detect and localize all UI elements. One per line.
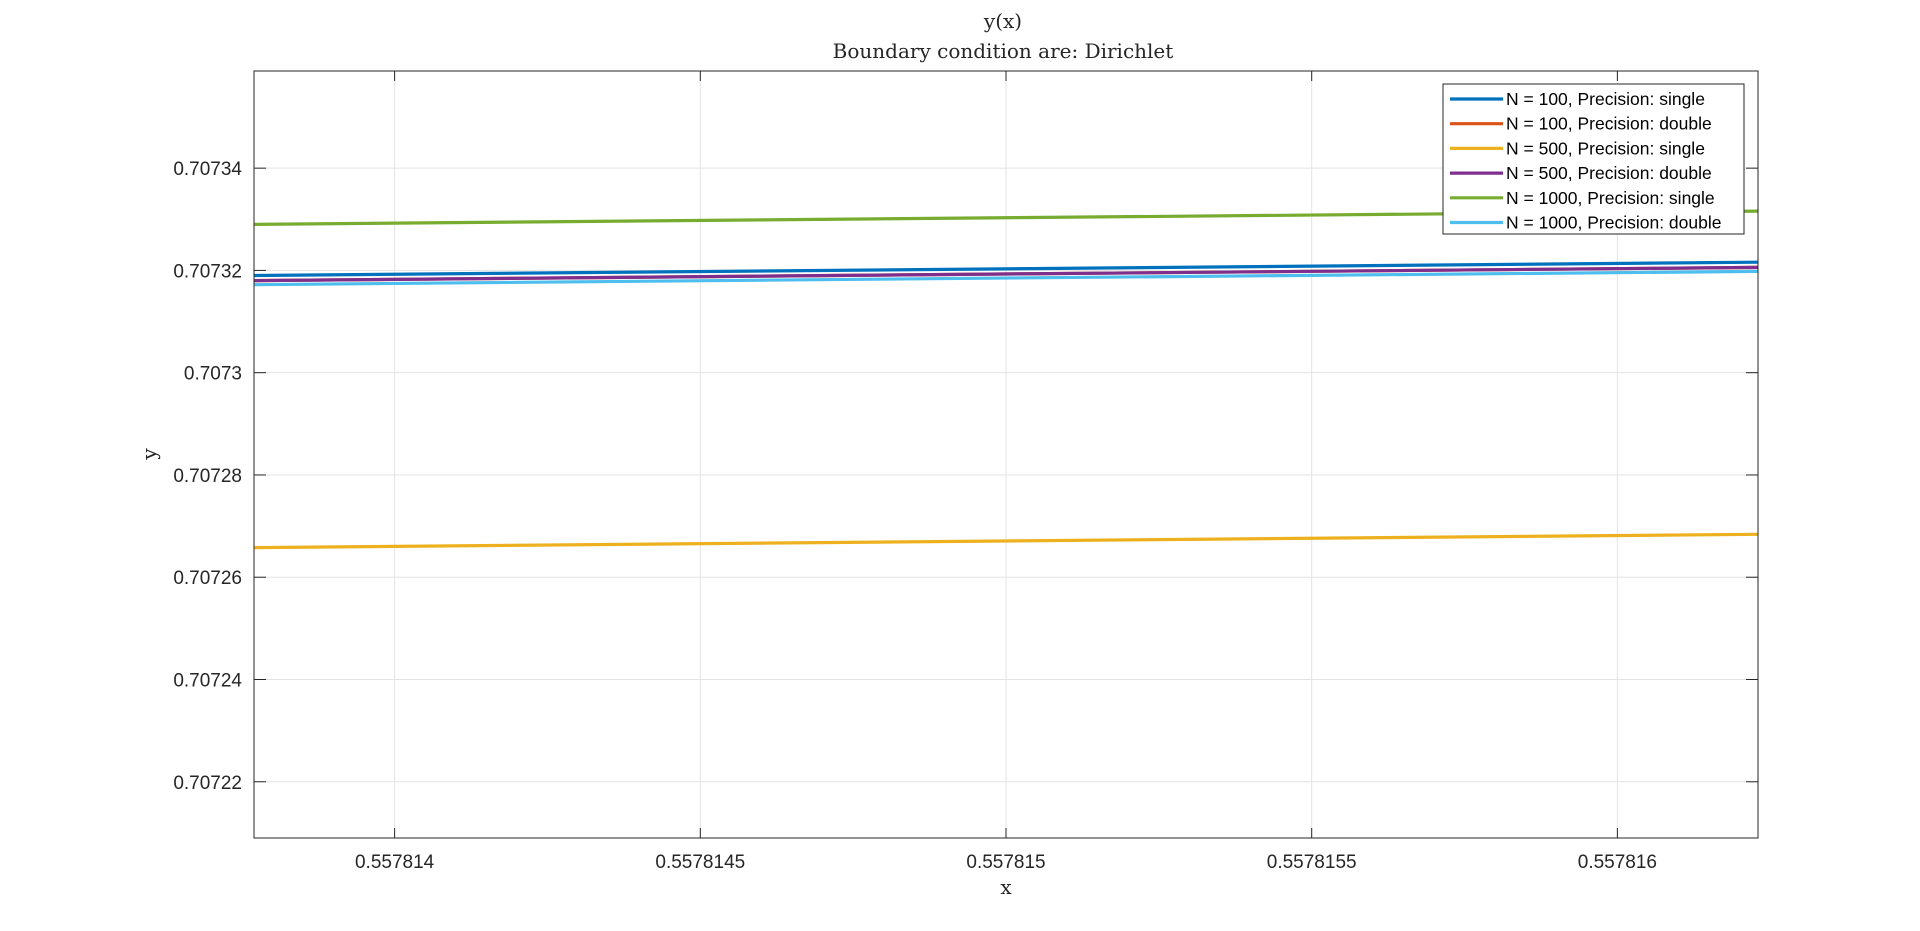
y-tick-labels: 0.70722 0.70724 0.70726 0.70728 0.7073 0.7073…: [173, 159, 242, 794]
x-tick-label: 0.557816: [1578, 852, 1657, 873]
y-tick-label: 0.70728: [173, 466, 242, 487]
legend-entry-label: N = 1000, Precision: single: [1506, 188, 1715, 208]
series-line-3: [253, 532, 1759, 550]
series-line-1: [253, 260, 1759, 278]
x-tick-label: 0.5578145: [655, 852, 745, 873]
y-tick-label: 0.70734: [173, 159, 242, 180]
legend-entry-label: N = 1000, Precision: double: [1506, 213, 1722, 233]
legend: N = 100, Precision: single N = 100, Preci…: [1442, 83, 1745, 235]
chart-title: y(x): [983, 9, 1022, 33]
y-axis-label: y: [137, 448, 161, 461]
axis-ticks: [254, 71, 1758, 838]
y-tick-label: 0.7073: [184, 364, 242, 385]
plot-frame: [253, 70, 1759, 839]
chart-subtitle: Boundary condition are: Dirichlet: [833, 39, 1174, 63]
x-tick-label: 0.557815: [966, 852, 1045, 873]
legend-entry-label: N = 100, Precision: double: [1506, 114, 1712, 134]
x-tick-label: 0.557814: [355, 852, 435, 873]
legend-box: [1442, 83, 1745, 235]
x-tick-labels: 0.557814 0.5578145 0.557815 0.5578155 0.5578…: [355, 852, 1657, 873]
y-tick-label: 0.70722: [173, 773, 242, 794]
legend-entry-label: N = 100, Precision: single: [1506, 89, 1705, 109]
y-tick-label: 0.70724: [173, 670, 242, 691]
y-tick-label: 0.70726: [173, 568, 242, 589]
x-axis-label: x: [1000, 875, 1012, 899]
y-tick-label: 0.70732: [173, 261, 242, 282]
series-line-4: [253, 265, 1759, 283]
series-line-6: [253, 269, 1759, 287]
x-tick-label: 0.5578155: [1267, 852, 1357, 873]
legend-entry-label: N = 500, Precision: single: [1506, 138, 1705, 158]
legend-entry-label: N = 500, Precision: double: [1506, 163, 1712, 183]
